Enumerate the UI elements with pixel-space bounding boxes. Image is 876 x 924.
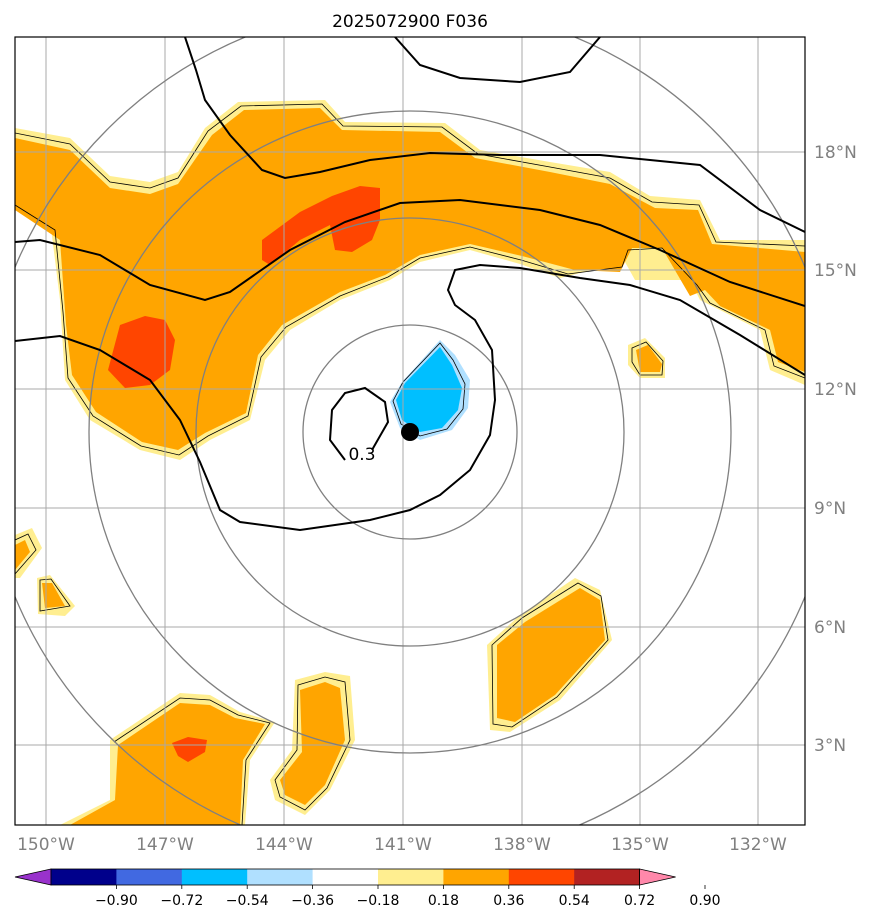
colorbar-tick-label: 0.18 xyxy=(428,893,459,909)
colorbar-tick-label: −0.72 xyxy=(160,893,203,909)
lon-label: 135°W xyxy=(611,835,669,855)
colorbar-extend-max xyxy=(639,868,676,886)
lat-label: 15°N xyxy=(814,261,857,281)
colorbar-tick-label: −0.90 xyxy=(95,893,138,909)
storm-center-marker xyxy=(401,423,419,441)
longitude-labels: 150°W 147°W 144°W 141°W 138°W 135°W 132°… xyxy=(17,835,787,855)
colorbar-segment xyxy=(574,869,641,885)
colorbar-tick-label: −0.36 xyxy=(291,893,334,909)
lat-label: 18°N xyxy=(814,143,857,163)
colorbar-segment xyxy=(443,869,510,885)
colorbar-extend-min xyxy=(14,868,52,886)
colorbar-tick-label: −0.18 xyxy=(357,893,400,909)
colorbar: −0.90 −0.72 −0.54 −0.36 −0.18 0.18 0.36 0.54 0.7… xyxy=(14,868,721,909)
lon-label: 141°W xyxy=(374,835,432,855)
lon-label: 132°W xyxy=(729,835,787,855)
colorbar-segment xyxy=(51,869,117,885)
graticule xyxy=(15,37,805,825)
map-frame xyxy=(14,36,806,826)
colorbar-segment xyxy=(312,869,379,885)
lat-label: 12°N xyxy=(814,380,857,400)
colorbar-tick-label: 0.90 xyxy=(689,893,720,909)
map-panel: 0.3 xyxy=(15,37,805,825)
contour-label: 0.3 xyxy=(348,445,375,465)
range-rings xyxy=(15,37,805,825)
contour-lines xyxy=(15,37,805,532)
shading-orange xyxy=(15,108,805,825)
colorbar-tick-label: 0.72 xyxy=(624,893,655,909)
colorbar-segment xyxy=(247,869,314,885)
colorbar-segment xyxy=(378,869,444,885)
colorbar-segment xyxy=(181,869,248,885)
colorbar-segment xyxy=(116,869,183,885)
plot-title: 2025072900 F036 xyxy=(332,12,488,32)
lon-label: 147°W xyxy=(136,835,194,855)
lon-label: 144°W xyxy=(255,835,313,855)
colorbar-segment xyxy=(508,869,575,885)
shading-red-orange xyxy=(108,186,380,762)
lon-label: 150°W xyxy=(17,835,75,855)
lat-label: 9°N xyxy=(814,499,846,519)
shading-outlines xyxy=(15,103,805,825)
colorbar-tick-label: −0.54 xyxy=(226,893,269,909)
lat-label: 3°N xyxy=(814,736,846,756)
colorbar-outline xyxy=(50,868,640,886)
lat-label: 6°N xyxy=(814,618,846,638)
colorbar-tick-label: 0.54 xyxy=(559,893,590,909)
colorbar-tick-label: 0.36 xyxy=(493,893,524,909)
lon-label: 138°W xyxy=(493,835,551,855)
latitude-labels: 18°N 15°N 12°N 9°N 6°N 3°N xyxy=(814,143,857,756)
